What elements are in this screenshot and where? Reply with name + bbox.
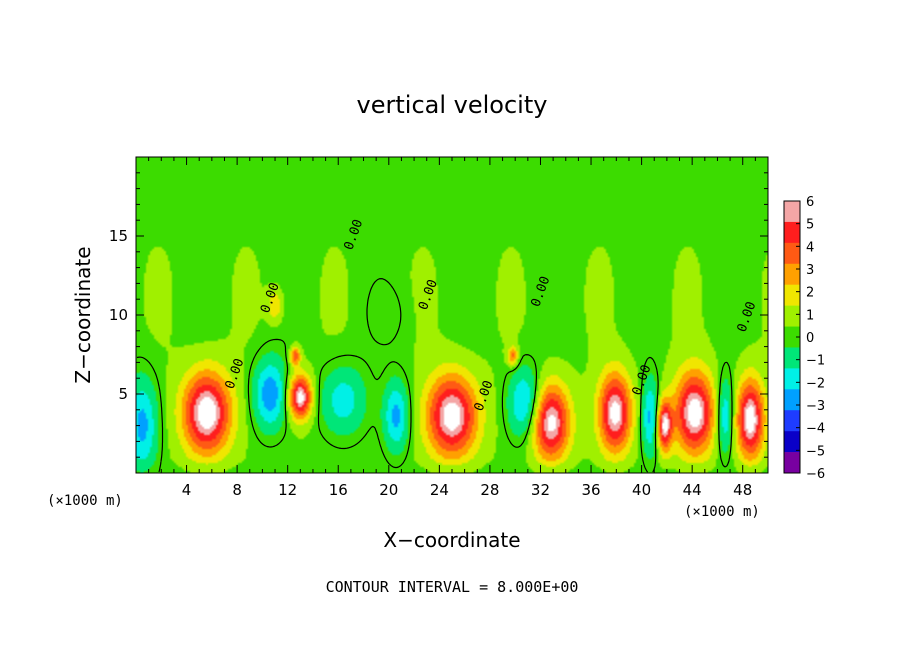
colorbar-swatch xyxy=(784,389,800,411)
contour-interval-footer: CONTOUR INTERVAL = 8.000E+00 xyxy=(326,578,579,596)
colorbar-swatch xyxy=(784,431,800,453)
colorbar-swatch xyxy=(784,201,800,223)
colorbar-tick-label: 6 xyxy=(806,195,814,210)
colorbar-swatch xyxy=(784,452,800,474)
colorbar-swatch xyxy=(784,305,800,327)
colorbar-swatch xyxy=(784,368,800,390)
colorbar-tick-label: −1 xyxy=(806,354,825,369)
colorbar-swatch xyxy=(784,410,800,432)
plot-area: 0.000.000.000.000.000.000.000.00 xyxy=(135,156,769,474)
colorbar-swatch xyxy=(784,284,800,306)
colorbar-tick-label: 5 xyxy=(806,218,814,233)
x-axis-label: X−coordinate xyxy=(383,528,520,552)
colorbar-tick-label: −2 xyxy=(806,376,825,391)
x-tick-label: 24 xyxy=(430,481,449,499)
x-axis: 4 8 12 16 20 24 28 32 36 40 44 48 xyxy=(148,157,756,499)
colorbar-tick-label: 1 xyxy=(806,308,814,323)
y-tick-label: 15 xyxy=(109,227,128,245)
x-tick-label: 4 xyxy=(182,481,192,499)
colorbar-tick-label: −6 xyxy=(806,467,825,482)
colorbar-tick-label: −5 xyxy=(806,444,825,459)
x-tick-label: 16 xyxy=(329,481,348,499)
contour-lines xyxy=(136,278,733,473)
colorbar-tick-label: −3 xyxy=(806,399,825,414)
colorbar-tick-label: 2 xyxy=(806,286,814,301)
x-tick-label: 36 xyxy=(581,481,600,499)
x-tick-label: 12 xyxy=(278,481,297,499)
x-tick-label: 8 xyxy=(232,481,242,499)
x-tick-label: 20 xyxy=(379,481,398,499)
x-tick-label: 48 xyxy=(733,481,752,499)
x-tick-label: 40 xyxy=(632,481,651,499)
y-tick-label: 5 xyxy=(118,385,128,403)
colorbar-swatch xyxy=(784,326,800,348)
y-tick-label: 10 xyxy=(109,306,128,324)
x-tick-label: 32 xyxy=(531,481,550,499)
colorbar-swatch xyxy=(784,221,800,244)
contour-zero xyxy=(136,278,733,473)
velocity-field xyxy=(136,157,768,473)
colorbar-swatch xyxy=(784,263,800,285)
colorbar-swatch xyxy=(784,242,800,265)
y-axis: 5 10 15 xyxy=(109,172,768,458)
colorbar: 6 5 4 3 2 1 0 −1 −2 −3 −4 −5 −6 xyxy=(783,195,825,482)
x-tick-label: 44 xyxy=(683,481,702,499)
colorbar-tick-label: 0 xyxy=(806,331,814,346)
x-unit-right: (×1000 m) xyxy=(684,504,760,520)
colorbar-tick-label: −4 xyxy=(806,422,825,437)
colorbar-tick-label: 4 xyxy=(806,240,814,255)
colorbar-tick-label: 3 xyxy=(806,263,814,278)
chart-title: vertical velocity xyxy=(357,91,548,119)
x-tick-label: 28 xyxy=(480,481,499,499)
y-axis-label: Z−coordinate xyxy=(71,246,95,383)
x-unit-left: (×1000 m) xyxy=(47,493,123,509)
colorbar-swatch xyxy=(784,347,800,369)
